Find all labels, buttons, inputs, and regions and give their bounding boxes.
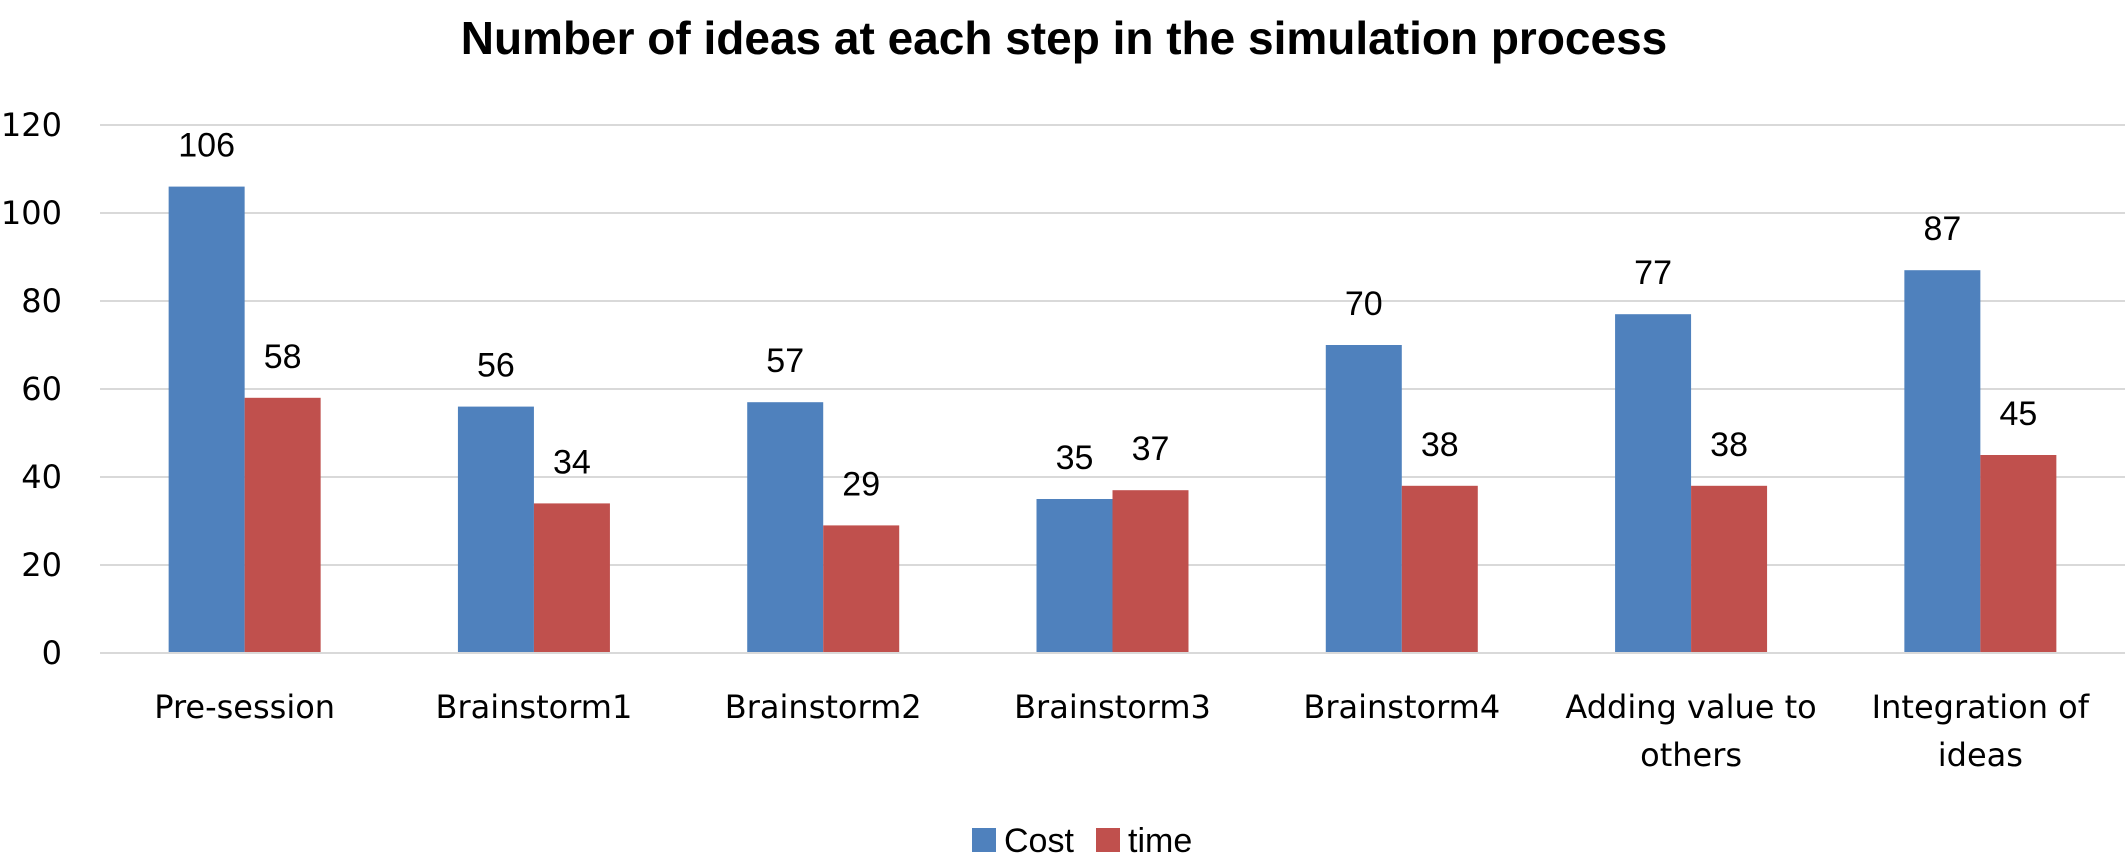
y-tick-label: 60 [21, 370, 62, 408]
bar-cost [1615, 314, 1692, 653]
bar-cost [1904, 270, 1981, 653]
category-label: Integration of [1872, 688, 2090, 726]
bar-time [1112, 490, 1189, 653]
data-label: 77 [1634, 254, 1672, 292]
legend-swatch-cost [972, 828, 996, 852]
legend-label-cost: Cost [1004, 822, 1074, 860]
bar-time [823, 525, 900, 653]
category-label: Brainstorm1 [436, 688, 633, 726]
y-tick-label: 80 [21, 282, 62, 320]
data-label: 38 [1421, 426, 1459, 464]
bar-time [1691, 485, 1768, 653]
y-tick-label: 0 [42, 634, 62, 672]
y-tick-label: 20 [21, 546, 62, 584]
data-label: 37 [1132, 430, 1170, 468]
legend-swatch-time [1096, 828, 1120, 852]
y-tick-label: 40 [21, 458, 62, 496]
data-label: 38 [1710, 426, 1748, 464]
category-label: Brainstorm4 [1303, 688, 1500, 726]
bar-cost [457, 406, 534, 653]
data-label: 106 [178, 127, 235, 165]
bar-cost [1325, 345, 1402, 653]
category-label: Brainstorm3 [1014, 688, 1211, 726]
bar-cost [168, 186, 245, 653]
category-label: ideas [1938, 736, 2023, 774]
data-label: 29 [842, 465, 880, 503]
bar-time [244, 397, 321, 653]
bar-cost [747, 402, 824, 653]
data-label: 57 [766, 342, 804, 380]
data-label: 45 [1999, 395, 2037, 433]
category-label: Adding value to [1565, 688, 1816, 726]
bar-time [1980, 455, 2057, 653]
legend-label-time: time [1128, 822, 1192, 860]
data-label: 87 [1923, 210, 1961, 248]
bar-time [533, 503, 610, 653]
category-label: Brainstorm2 [725, 688, 922, 726]
data-label: 58 [264, 338, 302, 376]
y-tick-label: 100 [1, 194, 62, 232]
data-label: 70 [1345, 285, 1383, 323]
data-label: 35 [1056, 439, 1094, 477]
chart-title: Number of ideas at each step in the simu… [460, 12, 1668, 64]
data-label: 56 [477, 347, 515, 385]
bar-time [1401, 485, 1478, 653]
bar-cost [1036, 499, 1113, 653]
y-tick-label: 120 [1, 106, 62, 144]
category-label: others [1640, 736, 1742, 774]
data-label: 34 [553, 443, 591, 481]
category-label: Pre-session [154, 688, 335, 726]
